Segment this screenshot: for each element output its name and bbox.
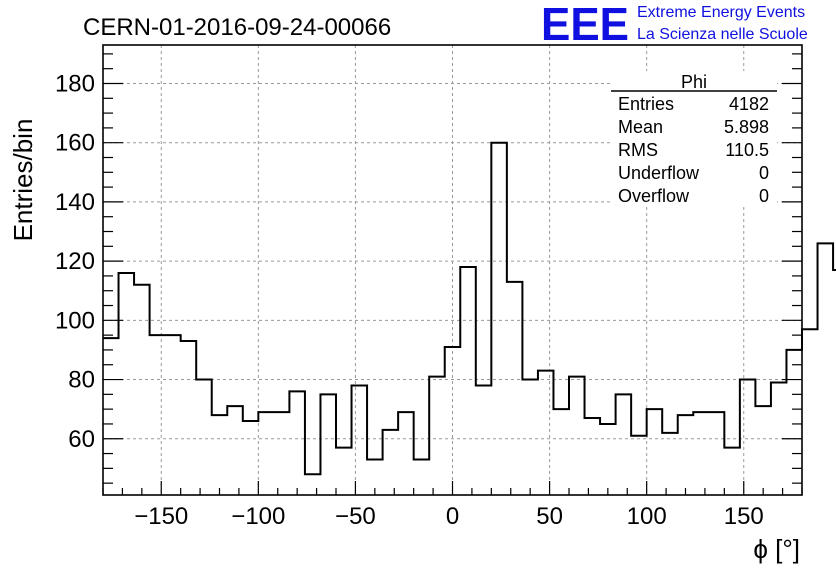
histogram-bin: [538, 371, 554, 495]
histogram-bin: [398, 412, 414, 495]
histogram-bin: [647, 409, 663, 495]
histogram-bin: [693, 412, 709, 495]
stats-box: Phi Entries 4182 Mean 5.898 RMS 110.5 Underflo…: [611, 71, 777, 206]
y-axis-label: Entries/bin: [8, 119, 38, 242]
histogram-bin: [522, 380, 538, 495]
histogram-bin: [429, 377, 445, 495]
y-tick-label: 120: [55, 248, 95, 275]
histogram-outline: [103, 141, 836, 476]
histogram-bin: [258, 412, 274, 495]
histogram-bin: [212, 415, 228, 495]
histogram-bin: [569, 377, 585, 495]
histogram-bin: [818, 243, 834, 495]
chart-title: CERN-01-2016-09-24-00066: [83, 14, 391, 41]
stats-row-value: 5.898: [724, 117, 769, 137]
histogram-bin: [600, 424, 616, 495]
y-tick-label: 160: [55, 130, 95, 157]
histogram-bin: [383, 430, 399, 495]
histogram-bin: [305, 474, 321, 495]
histogram-bin: [709, 412, 725, 495]
histogram-bin: [662, 433, 678, 495]
logo-line-1: Extreme Energy Events: [637, 4, 805, 21]
stats-row-value: 0: [759, 186, 769, 206]
histogram-bin: [289, 391, 305, 495]
histogram-bin: [336, 448, 352, 495]
stats-row-value: 0: [759, 163, 769, 183]
x-tick-label: −100: [231, 503, 285, 530]
x-tick-label: 150: [724, 503, 764, 530]
histogram-bin: [196, 380, 212, 495]
histogram-bin: [755, 406, 771, 495]
logo-mark: EEE: [541, 0, 629, 50]
stats-row-label: Entries: [618, 94, 674, 114]
x-tick-labels: −150 −100 −50 0 50 100 150: [134, 503, 764, 530]
y-tick-label: 100: [55, 307, 95, 334]
plot-frame: [102, 44, 803, 496]
histogram-bin: [367, 459, 383, 495]
histogram-bin: [771, 383, 787, 496]
histogram-bin: [150, 335, 166, 495]
stats-row-label: RMS: [618, 140, 658, 160]
y-tick-label: 80: [68, 367, 95, 394]
histogram-bin: [414, 459, 430, 495]
histogram-bin: [631, 436, 647, 495]
stats-row-label: Mean: [618, 117, 663, 137]
histogram-bin: [786, 350, 802, 495]
histogram-bin: [678, 415, 694, 495]
stats-box-bg: [611, 71, 777, 206]
histogram-bin: [460, 267, 476, 495]
x-tick-label: −150: [134, 503, 188, 530]
x-tick-label: 50: [536, 503, 563, 530]
histogram-bin: [227, 406, 243, 495]
histogram-bin: [585, 418, 601, 495]
x-tick-label: 100: [627, 503, 667, 530]
histogram-bin: [274, 412, 290, 495]
histogram-bin: [320, 394, 336, 495]
histogram-bin: [103, 338, 119, 495]
histogram-bin: [165, 335, 181, 495]
y-tick-label: 180: [55, 70, 95, 97]
histogram-bin: [134, 285, 150, 495]
histogram-bin: [740, 380, 756, 495]
stats-title: Phi: [681, 72, 707, 92]
histogram-bin: [181, 341, 197, 495]
histogram-bin: [616, 394, 632, 495]
histogram-bin: [553, 409, 569, 495]
y-tick-label: 140: [55, 189, 95, 216]
eee-logo: EEE Extreme Energy Events La Scienza nel…: [541, 0, 808, 50]
histogram-bin: [445, 347, 461, 495]
stats-row-value: 110.5: [725, 140, 769, 160]
y-tick-labels: 60 80 100 120 140 160 180: [55, 70, 95, 452]
histogram-bin: [491, 143, 507, 495]
stats-row-label: Overflow: [618, 186, 690, 206]
histogram-bin: [476, 385, 492, 495]
axis-ticks: [102, 53, 803, 495]
histogram-bin: [507, 282, 523, 495]
histogram-bin: [243, 421, 259, 495]
histogram-bin: [724, 448, 740, 495]
histogram-bin: [352, 385, 368, 495]
histogram-bin: [119, 273, 135, 495]
y-tick-label: 60: [68, 426, 95, 453]
x-axis-label: ϕ [°]: [753, 534, 800, 564]
logo-line-2: La Scienza nelle Scuole: [637, 26, 808, 43]
x-tick-label: 0: [446, 503, 459, 530]
histogram-bin: [802, 329, 818, 495]
stats-row-label: Underflow: [618, 163, 700, 183]
stats-row-value: 4182: [729, 94, 769, 114]
x-tick-label: −50: [335, 503, 376, 530]
